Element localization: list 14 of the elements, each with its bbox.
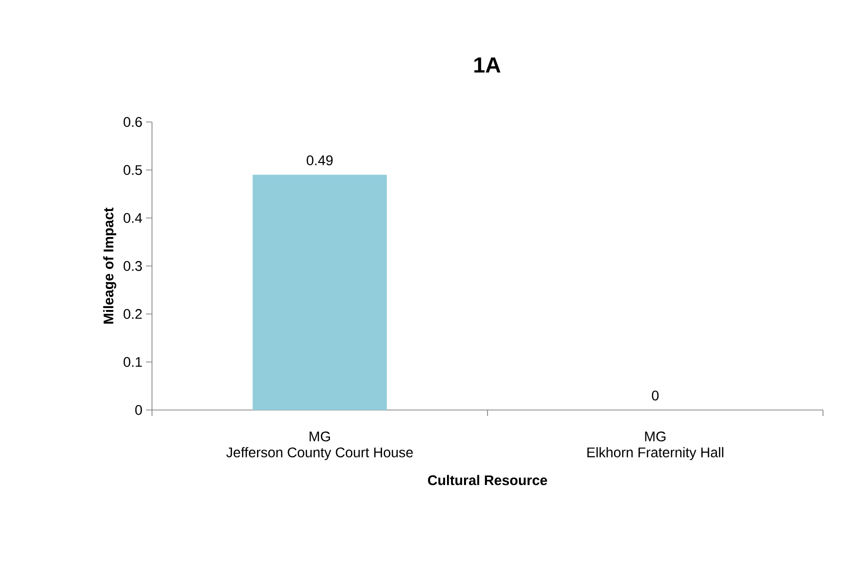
chart-title: 1A [474,57,500,73]
y-tick-label: 0.2 [124,309,142,319]
data-label: 0 [652,390,659,400]
y-tick-label: 0.3 [124,261,142,271]
y-tick-label: 0.4 [124,213,142,223]
data-label: 0.49 [306,155,333,166]
y-axis-title: Mileage of Impact [103,208,116,324]
x-tick-label: MG Elkhorn Fraternity Hall [587,432,724,460]
y-tick-label: 0.1 [124,357,142,367]
y-tick-label: 0.5 [124,165,142,175]
x-axis-title: Cultural Resource [428,474,548,486]
y-tick-label: 0 [135,405,142,415]
y-tick-label: 0.6 [124,117,142,127]
x-tick-label: MG Jefferson County Court House [226,432,413,460]
